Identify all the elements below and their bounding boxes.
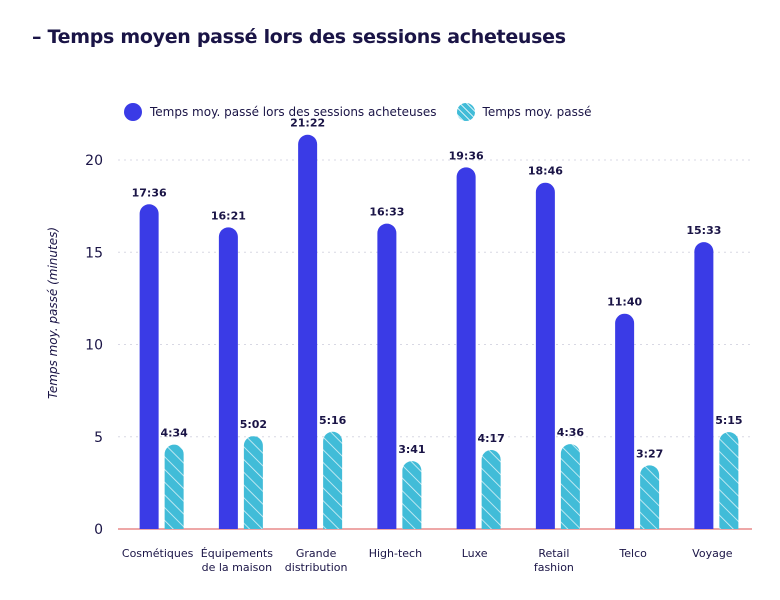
x-tick-label: Retail (538, 547, 569, 560)
data-label-temps-moy: 3:27 (636, 447, 663, 460)
data-label-temps-moy: 4:36 (557, 426, 585, 439)
bar-sessions-acheteuses (456, 167, 476, 529)
x-tick-label: Grande (296, 547, 337, 560)
legend-label-temps-moy: Temps moy. passé (482, 105, 592, 119)
data-label-temps-moy: 4:34 (160, 427, 188, 440)
data-label-sessions-acheteuses: 19:36 (449, 149, 484, 162)
data-label-temps-moy: 5:15 (715, 414, 742, 427)
data-label-sessions-acheteuses: 17:36 (132, 186, 167, 199)
x-tick-label: de la maison (202, 561, 273, 574)
legend-item-sessions-acheteuses: Temps moy. passé lors des sessions achet… (124, 103, 437, 121)
bar-sessions-acheteuses (535, 182, 555, 530)
legend-swatch-hatched (456, 103, 475, 121)
bar-sessions-acheteuses (139, 204, 159, 529)
bar-temps-moy (243, 436, 263, 529)
x-tick-label: Telco (618, 547, 647, 560)
x-tick-label: High-tech (369, 547, 422, 560)
x-tick-label: fashion (534, 561, 574, 574)
data-label-sessions-acheteuses: 18:46 (528, 165, 563, 178)
legend-item-temps-moy: Temps moy. passé (456, 103, 592, 121)
data-label-temps-moy: 5:02 (240, 418, 267, 431)
legend-swatch-solid (124, 103, 142, 121)
data-label-sessions-acheteuses: 16:33 (369, 206, 404, 219)
y-tick-label: 10 (85, 338, 103, 354)
y-tick-label: 0 (94, 522, 103, 538)
data-label-temps-moy: 4:17 (477, 432, 504, 445)
data-label-temps-moy: 5:16 (319, 414, 347, 427)
bar-sessions-acheteuses (694, 242, 714, 530)
bar-temps-moy (560, 444, 580, 529)
bar-sessions-acheteuses (615, 313, 635, 529)
bar-temps-moy (640, 465, 660, 529)
y-tick-label: 15 (85, 245, 103, 261)
x-tick-label: Luxe (462, 547, 488, 560)
chart-title: – Temps moyen passé lors des sessions ac… (32, 26, 566, 48)
y-tick-label: 5 (94, 430, 103, 446)
bar-temps-moy (719, 432, 739, 529)
legend-label-sessions-acheteuses: Temps moy. passé lors des sessions achet… (150, 105, 437, 119)
bar-sessions-acheteuses (377, 223, 397, 529)
x-tick-label: distribution (285, 561, 348, 574)
x-tick-label: Cosmétiques (122, 547, 194, 560)
x-tick-label: Équipements (201, 547, 273, 560)
data-label-sessions-acheteuses: 11:40 (607, 296, 642, 309)
bar-temps-moy (164, 444, 184, 529)
data-label-sessions-acheteuses: 16:21 (211, 209, 246, 222)
data-label-sessions-acheteuses: 21:22 (290, 117, 325, 130)
x-tick-label: Voyage (692, 547, 733, 560)
data-label-sessions-acheteuses: 15:33 (686, 224, 721, 237)
bar-temps-moy (481, 450, 501, 529)
bar-sessions-acheteuses (298, 134, 318, 529)
data-label-temps-moy: 3:41 (398, 443, 425, 456)
bar-temps-moy (402, 461, 422, 529)
y-tick-label: 20 (85, 153, 103, 169)
legend: Temps moy. passé lors des sessions achet… (124, 103, 612, 121)
bar-temps-moy (323, 431, 343, 529)
bar-sessions-acheteuses (218, 227, 238, 529)
